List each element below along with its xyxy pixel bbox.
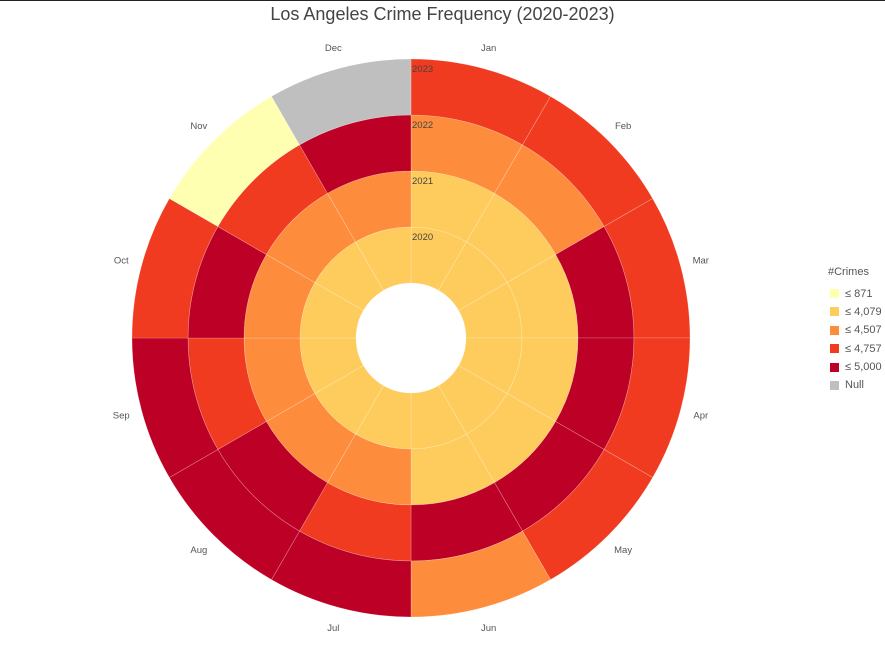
legend-swatch [830,325,839,335]
legend-item[interactable]: Null [828,378,882,393]
month-label: Dec [325,43,342,54]
heatmap-cell[interactable] [271,58,412,146]
heatmap-cell[interactable] [603,337,691,478]
month-label: Sep [113,411,130,422]
legend-item[interactable]: ≤ 4,079 [828,304,882,319]
heatmap-cell[interactable] [265,192,356,283]
top-border [0,0,885,1]
month-label: Jun [481,623,496,634]
heatmap-cells [131,58,691,618]
month-label: May [614,545,632,556]
heatmap-cell[interactable] [187,226,267,339]
legend-label: ≤ 4,757 [845,342,882,355]
legend-item[interactable]: ≤ 871 [828,286,882,301]
legend-label: ≤ 4,079 [845,305,882,318]
heatmap-cell[interactable] [299,114,412,194]
heatmap-cell[interactable] [410,58,551,146]
heatmap-cell[interactable] [555,337,635,450]
legend-swatch [830,289,839,298]
month-label: Aug [190,545,207,556]
year-label: 2022 [412,120,433,131]
year-labels: 2020 2021 2022 2023 [412,64,433,243]
month-labels: Jan Feb Mar Apr May Jun Jul Aug Sep Oct Nov Dec [113,43,709,634]
chart-title: Los Angeles Crime Frequency (2020-2023) [270,4,615,24]
month-label: Jan [481,43,496,54]
legend-label: ≤ 871 [845,287,873,300]
month-label: Mar [693,255,709,266]
year-label: 2021 [412,176,433,187]
heatmap-cell[interactable] [466,393,557,484]
month-label: Feb [615,121,631,132]
legend-label: ≤ 5,000 [845,361,882,374]
legend-swatch [830,307,839,317]
legend-swatch [830,380,839,390]
month-label: Apr [693,411,708,422]
heatmap-cell[interactable] [271,530,412,618]
legend-title: #Crimes [828,266,869,278]
heatmap-cell[interactable] [299,482,412,562]
legend-item[interactable]: ≤ 5,000 [828,360,882,375]
legend-swatch [830,362,839,372]
legend-label: Null [845,379,864,392]
month-label: Jul [327,623,339,634]
year-label: 2020 [412,232,433,243]
year-label: 2023 [412,64,433,75]
month-label: Nov [190,121,207,132]
legend-item[interactable]: ≤ 4,507 [828,323,882,338]
heatmap-cell[interactable] [131,198,219,339]
heatmap-cell[interactable] [410,114,523,194]
month-label: Oct [114,255,129,266]
legend-label: ≤ 4,507 [845,324,882,337]
legend-swatch [830,344,839,354]
legend-item[interactable]: ≤ 4,757 [828,341,882,356]
legend: #Crimes ≤ 871 ≤ 4,079 ≤ 4,507 ≤ 4,757 ≤ … [828,266,882,396]
